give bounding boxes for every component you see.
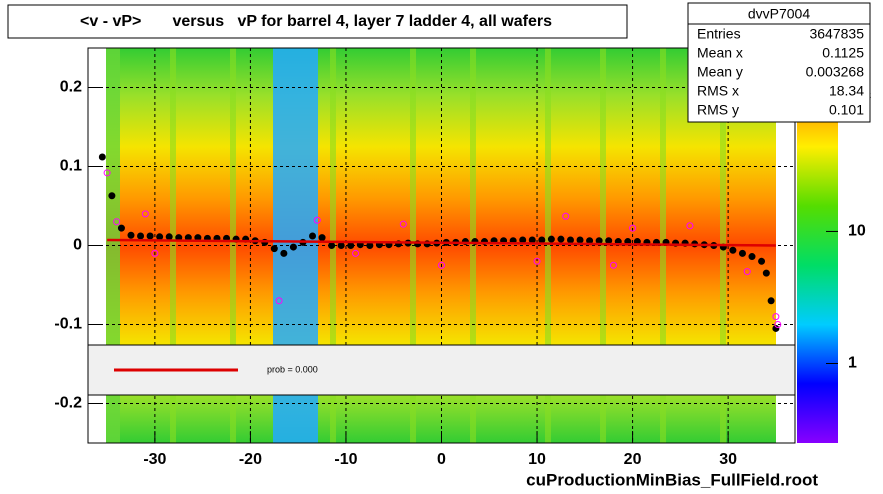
- open-marker: [313, 216, 321, 224]
- profile-point: [328, 242, 336, 249]
- open-marker: [562, 212, 570, 220]
- open-marker: [629, 224, 637, 232]
- profile-point: [772, 324, 780, 332]
- z-tick-label: 10: [848, 223, 866, 240]
- x-tick-label: -20: [239, 451, 262, 468]
- stats-value: 3647835: [809, 26, 864, 42]
- stats-label: Mean x: [697, 45, 743, 61]
- profile-point: [280, 249, 288, 257]
- profile-point: [538, 236, 546, 244]
- profile-point: [758, 257, 766, 265]
- z-tick-label: 1: [848, 355, 857, 372]
- x-tick-label: -30: [143, 451, 166, 468]
- title-box: [7, 4, 628, 39]
- open-marker: [113, 218, 121, 226]
- heatmap-stripe: [600, 48, 606, 443]
- x-tick-label: 20: [624, 451, 642, 468]
- profile-point: [738, 249, 746, 257]
- open-marker: [399, 220, 407, 228]
- y-tick-label: 0.1: [60, 158, 82, 175]
- fit-line: [107, 238, 776, 247]
- open-marker: [743, 268, 751, 276]
- frame: [87, 47, 796, 444]
- open-marker: [533, 257, 541, 265]
- stats-label: RMS x: [697, 83, 739, 99]
- chart-title: <v - vP> versus vP for barrel 4, layer 7…: [80, 13, 552, 30]
- stats-value: 18.34: [829, 83, 864, 99]
- profile-point: [576, 236, 584, 244]
- profile-point: [748, 253, 756, 261]
- profile-point: [318, 234, 326, 242]
- footer: cuProductionMinBias_FullField.root: [526, 470, 818, 489]
- stats-value: 0.1125: [822, 45, 864, 61]
- profile-point: [519, 236, 527, 244]
- open-marker: [275, 297, 283, 305]
- profile-point: [270, 245, 278, 253]
- heatmap-stripe: [545, 48, 551, 443]
- open-marker: [774, 321, 782, 328]
- profile-point: [156, 233, 164, 241]
- y-tick-label: -0.1: [54, 316, 82, 333]
- stats-box: [687, 2, 871, 123]
- x-tick-label: 30: [719, 451, 737, 468]
- profile-point: [309, 232, 317, 240]
- profile-point: [337, 242, 345, 249]
- profile-point: [146, 232, 154, 240]
- x-tick-label: -10: [334, 451, 357, 468]
- open-marker: [141, 210, 149, 218]
- open-marker: [686, 222, 694, 230]
- stats-label: Entries: [697, 26, 741, 42]
- profile-point: [566, 236, 574, 244]
- stats-value: 0.101: [829, 102, 864, 118]
- profile-point: [729, 246, 737, 254]
- open-marker: [438, 261, 445, 269]
- profile-point: [98, 153, 106, 161]
- stats-title: dvvP7004: [748, 6, 810, 22]
- stats-label: Mean y: [697, 64, 743, 80]
- profile-point: [165, 233, 173, 241]
- plot-area: [87, 47, 796, 444]
- profile-point: [557, 235, 565, 243]
- profile-point: [117, 224, 125, 232]
- open-marker: [103, 169, 111, 177]
- x-tick-label: 10: [528, 451, 546, 468]
- y-tick-label: 0: [73, 237, 82, 254]
- profile-point: [289, 243, 297, 251]
- profile-point: [528, 236, 536, 244]
- profile-point: [762, 269, 770, 277]
- stats-label: RMS y: [697, 102, 739, 118]
- profile-point: [127, 231, 135, 239]
- open-marker: [609, 261, 617, 269]
- profile-point: [767, 297, 775, 305]
- open-marker: [352, 249, 360, 257]
- profile-point: [347, 242, 355, 249]
- profile-point: [547, 235, 555, 243]
- x-tick-label: 0: [437, 451, 446, 468]
- stats-value: 0.003268: [806, 64, 865, 80]
- profile-point: [108, 192, 116, 200]
- open-marker: [772, 313, 780, 321]
- y-tick-label: -0.2: [54, 395, 82, 412]
- open-marker: [151, 249, 159, 257]
- legend-label: prob = 0.000: [267, 364, 318, 374]
- y-tick-label: 0.2: [60, 79, 82, 96]
- profile-point: [137, 232, 145, 240]
